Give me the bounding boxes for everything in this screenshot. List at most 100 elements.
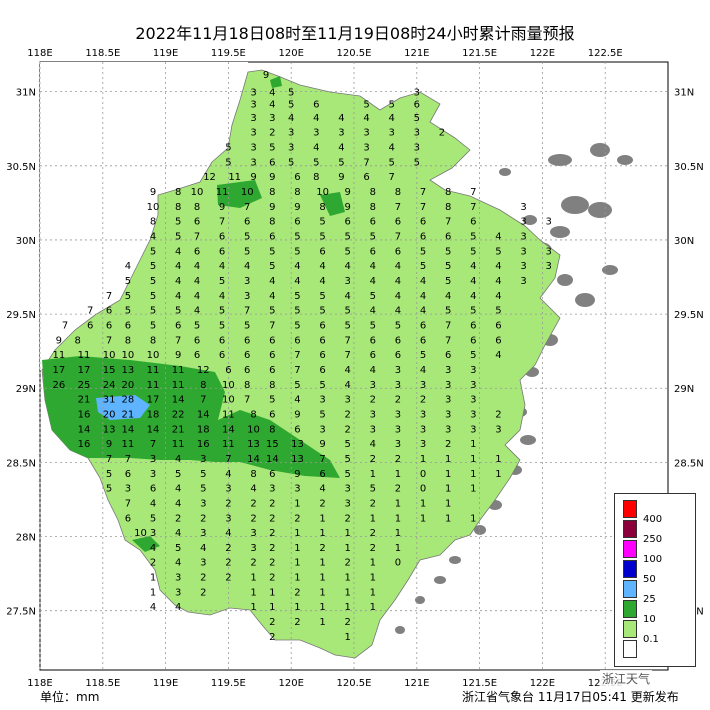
station-value: 3: [250, 100, 256, 111]
station-value: 1: [319, 558, 325, 569]
island-shape: [499, 168, 511, 176]
station-value: 8: [313, 172, 319, 183]
station-value: 4: [250, 484, 256, 495]
station-value: 13: [291, 454, 304, 465]
station-value: 5: [150, 246, 156, 257]
station-value: 2: [370, 528, 376, 539]
station-value: 6: [106, 320, 112, 331]
station-value: 4: [470, 261, 476, 272]
station-value: 2: [319, 498, 325, 509]
station-value: 2: [269, 573, 275, 584]
station-value: 4: [194, 261, 200, 272]
station-value: 3: [363, 128, 369, 139]
island-shape: [588, 202, 612, 218]
station-value: 1: [345, 543, 351, 554]
x-tick-label-top: 118.5E: [85, 48, 120, 59]
station-value: 4: [395, 276, 401, 287]
station-value: 10: [191, 187, 204, 198]
station-value: 8: [250, 469, 256, 480]
station-value: 8: [200, 380, 206, 391]
station-value: 2: [250, 558, 256, 569]
station-value: 5: [225, 143, 231, 154]
station-value: 5: [294, 320, 300, 331]
station-value: 3: [395, 424, 401, 435]
station-value: 5: [420, 261, 426, 272]
station-value: 5: [150, 306, 156, 317]
x-tick-label-bottom: 120E: [278, 678, 303, 689]
station-value: 1: [445, 484, 451, 495]
station-value: 7: [219, 217, 225, 228]
station-value: 6: [370, 335, 376, 346]
station-value: 1: [345, 632, 351, 643]
station-value: 7: [294, 365, 300, 376]
station-value: 4: [388, 143, 394, 154]
station-value: 3: [250, 157, 256, 168]
island-shape: [590, 143, 610, 157]
station-value: 5: [150, 320, 156, 331]
station-value: 3: [269, 113, 275, 124]
station-value: 15: [266, 439, 279, 450]
station-value: 4: [200, 543, 206, 554]
station-value: 1: [269, 587, 275, 598]
station-value: 1: [150, 573, 156, 584]
station-value: 8: [269, 380, 275, 391]
island-shape: [449, 556, 461, 564]
station-value: 6: [150, 484, 156, 495]
station-value: 1: [395, 498, 401, 509]
station-value: 5: [219, 306, 225, 317]
y-tick-label-left: 31N: [16, 88, 36, 99]
station-value: 1: [445, 498, 451, 509]
x-tick-label-top: 118E: [27, 48, 52, 59]
y-tick-label-right: 31N: [674, 88, 694, 99]
y-tick-label-right: 30N: [674, 236, 694, 247]
station-value: 2: [269, 128, 275, 139]
station-value: 2: [269, 513, 275, 524]
station-value: 3: [520, 232, 526, 243]
station-value: 4: [269, 291, 275, 302]
station-value: 4: [420, 276, 426, 287]
station-value: 4: [175, 261, 181, 272]
station-value: 3: [200, 528, 206, 539]
legend-label: 250: [643, 534, 663, 545]
station-value: 3: [225, 484, 231, 495]
station-value: 2: [345, 409, 351, 420]
station-value: 11: [172, 439, 185, 450]
watermark: 浙江天气: [600, 670, 653, 687]
station-value: 4: [370, 365, 376, 376]
station-value: 4: [338, 143, 344, 154]
legend-label: 50: [643, 574, 656, 585]
legend: 400 250 100 50 25 10 0.1: [614, 493, 696, 667]
station-value: 3: [495, 424, 501, 435]
station-value: 2: [175, 513, 181, 524]
station-value: 8: [370, 202, 376, 213]
station-value: 3: [250, 113, 256, 124]
station-value: 21: [172, 424, 185, 435]
station-value: 6: [87, 320, 93, 331]
station-value: 7: [395, 232, 401, 243]
station-value: 2: [294, 513, 300, 524]
x-tick-label-bottom: 119E: [153, 678, 178, 689]
station-value: 2: [269, 498, 275, 509]
station-value: 3: [338, 128, 344, 139]
station-value: 6: [225, 365, 231, 376]
station-value: 3: [200, 498, 206, 509]
rain-zone-10-25: [132, 536, 160, 552]
station-value: 3: [414, 143, 420, 154]
station-value: 3: [414, 128, 420, 139]
station-value: 6: [445, 350, 451, 361]
station-value: 6: [470, 320, 476, 331]
station-value: 2: [370, 498, 376, 509]
station-value: 4: [175, 246, 181, 257]
station-value: 2: [420, 395, 426, 406]
station-value: 1: [470, 439, 476, 450]
station-value: 1: [294, 543, 300, 554]
station-value: 5: [470, 306, 476, 317]
station-value: 5: [106, 484, 112, 495]
station-value: 6: [269, 335, 275, 346]
x-tick-label-top: 120E: [278, 48, 303, 59]
station-value: 6: [269, 157, 275, 168]
station-value: 4: [244, 261, 250, 272]
station-value: 1: [470, 469, 476, 480]
station-value: 4: [370, 306, 376, 317]
station-value: 1: [370, 513, 376, 524]
